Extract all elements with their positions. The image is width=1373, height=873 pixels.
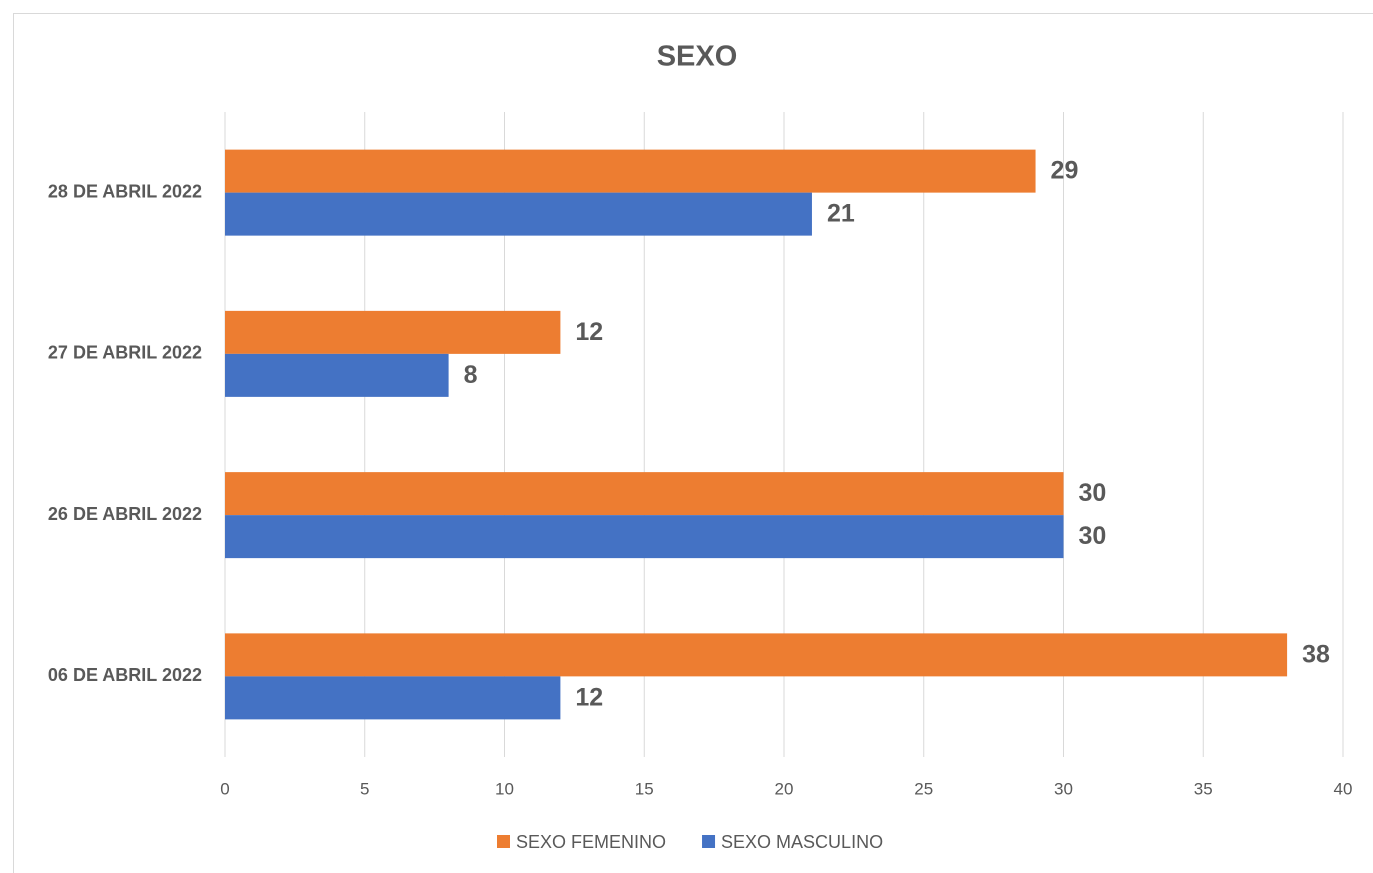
bar <box>225 633 1288 677</box>
bar <box>225 353 449 397</box>
x-tick-label: 0 <box>220 779 229 798</box>
chart-border <box>13 13 1373 873</box>
chart-title: SEXO <box>657 41 738 73</box>
y-tick-label: 06 DE ABRIL 2022 <box>48 665 202 685</box>
x-tick-label: 25 <box>914 779 933 798</box>
bar <box>225 515 1064 559</box>
y-tick-label: 26 DE ABRIL 2022 <box>48 504 202 524</box>
x-tick-label: 20 <box>775 779 794 798</box>
bar <box>225 310 561 354</box>
x-tick-label: 5 <box>360 779 369 798</box>
data-label: 29 <box>1051 157 1079 185</box>
y-tick-label: 28 DE ABRIL 2022 <box>48 181 202 201</box>
data-label: 30 <box>1079 479 1107 507</box>
legend-swatch <box>497 835 510 848</box>
x-tick-label: 10 <box>495 779 514 798</box>
data-label: 12 <box>575 318 603 346</box>
data-label: 21 <box>827 200 855 228</box>
data-label: 12 <box>575 683 603 711</box>
x-tick-label: 35 <box>1194 779 1213 798</box>
legend-swatch <box>702 835 716 848</box>
legend-label: SEXO FEMENINO <box>516 832 666 852</box>
data-label: 8 <box>464 361 478 389</box>
legend-label: SEXO MASCULINO <box>721 832 883 852</box>
data-label: 38 <box>1302 640 1330 668</box>
y-tick-label: 27 DE ABRIL 2022 <box>48 343 202 363</box>
x-tick-label: 40 <box>1334 779 1353 798</box>
bar <box>225 149 1036 193</box>
x-tick-label: 30 <box>1054 779 1073 798</box>
bar <box>225 676 561 720</box>
bar <box>225 192 812 236</box>
bar <box>225 472 1064 516</box>
data-label: 30 <box>1079 522 1107 550</box>
x-tick-label: 15 <box>635 779 654 798</box>
